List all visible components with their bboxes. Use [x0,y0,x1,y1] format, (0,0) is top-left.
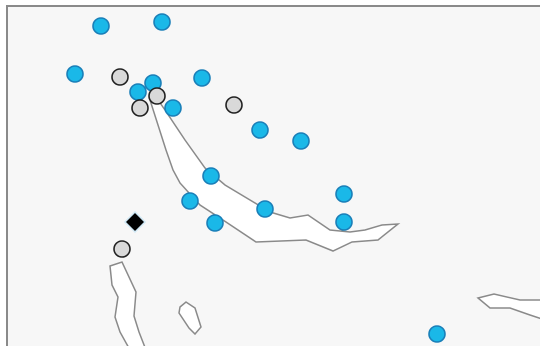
blue-map-marker-14[interactable] [202,167,220,185]
blue-map-marker-21[interactable] [428,325,446,343]
blue-map-marker-12[interactable] [251,121,269,139]
marker-layer [66,13,446,343]
landmass-small-islet [178,301,202,336]
blue-map-marker-13[interactable] [292,132,310,150]
blue-map-marker-1[interactable] [92,17,110,35]
blue-map-marker-10[interactable] [193,69,211,87]
landmass-east [476,293,540,320]
blue-map-marker-18[interactable] [335,185,353,203]
blue-map-marker-19[interactable] [335,213,353,231]
blue-map-marker-16[interactable] [206,214,224,232]
blue-map-marker-3[interactable] [66,65,84,83]
gray-map-marker-4[interactable] [111,68,129,86]
gray-map-marker-7[interactable] [148,87,166,105]
map-background [6,5,540,346]
gray-map-marker-8[interactable] [131,99,149,117]
gray-map-marker-20[interactable] [113,240,131,258]
blue-map-marker-15[interactable] [181,192,199,210]
blue-map-marker-17[interactable] [256,200,274,218]
gray-map-marker-11[interactable] [225,96,243,114]
blue-map-marker-9[interactable] [164,99,182,117]
blue-map-marker-6[interactable] [129,83,147,101]
black-map-marker-22[interactable] [123,210,147,234]
landmass-southwest [109,261,146,346]
blue-map-marker-2[interactable] [153,13,171,31]
